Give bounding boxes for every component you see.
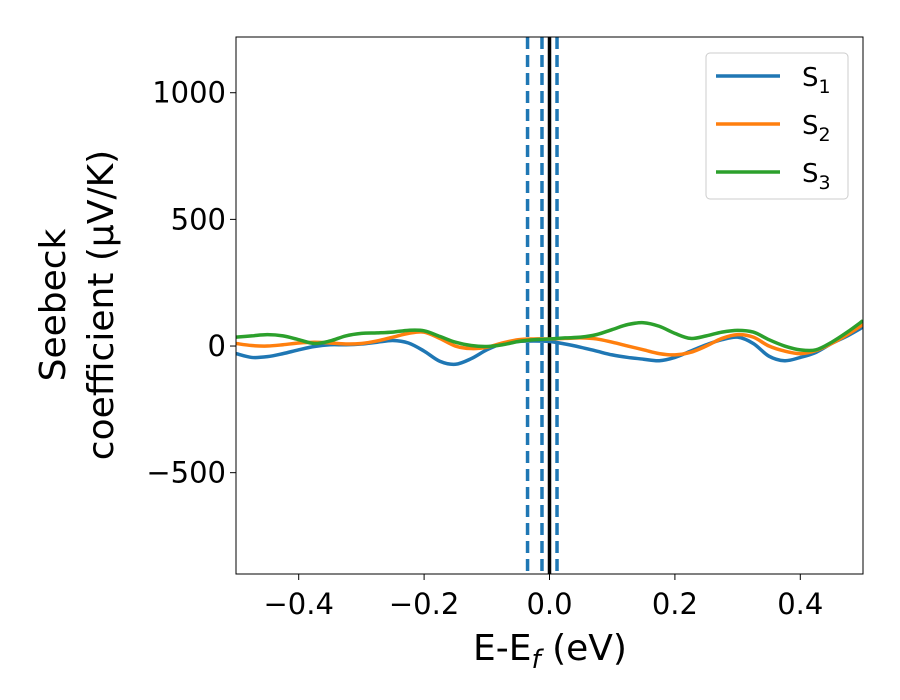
x-tick-label: −0.2 [389, 587, 459, 621]
x-axis-label: E-Ef (eV) [473, 628, 627, 675]
x-tick-label: −0.4 [263, 587, 333, 621]
y-tick-label: 500 [171, 202, 226, 236]
reference-lines [525, 37, 559, 574]
x-tick-label: 0.4 [777, 587, 823, 621]
series-lines [236, 319, 863, 367]
y-tick-label: −500 [146, 456, 226, 490]
x-tick-label: 0.0 [526, 587, 572, 621]
y-axis-label-line1: Seebeck [33, 228, 74, 381]
legend-frame [705, 52, 849, 200]
legend-label-s1: S1 [802, 63, 831, 98]
y-axis-label: Seebeck coefficient (μV/K) [33, 150, 122, 460]
y-tick-label: 1000 [152, 76, 226, 110]
y-tick-label: 0 [208, 329, 226, 363]
legend-label-s2: S2 [802, 111, 831, 146]
x-tick-label: 0.2 [652, 587, 698, 621]
legend: S1 S2 S3 [705, 52, 849, 200]
y-axis-label-line2: coefficient (μV/K) [81, 150, 122, 460]
legend-label-s3: S3 [802, 159, 831, 194]
axis-ticks: −0.4 −0.2 0.0 0.2 0.4 −500 0 500 1000 [146, 76, 823, 621]
series-line-s3 [236, 319, 863, 353]
